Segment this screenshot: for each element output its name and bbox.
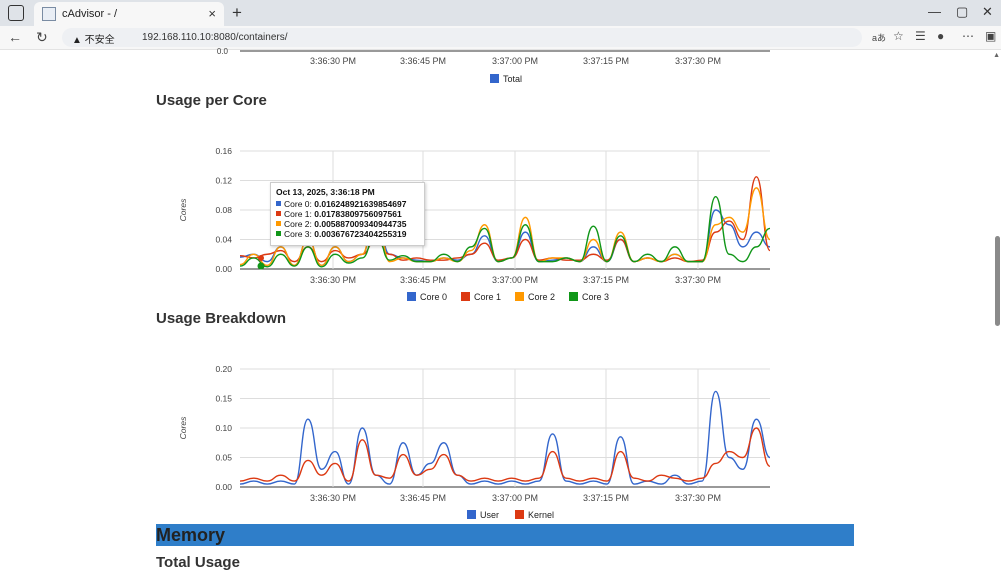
y-tick-label: 0.15 — [215, 394, 232, 404]
y-tick-label: 0.16 — [215, 146, 232, 156]
legend-swatch — [515, 292, 524, 301]
back-icon[interactable]: ← — [8, 29, 22, 45]
x-tick-label: 3:37:30 PM — [675, 56, 721, 66]
series-line-user — [239, 390, 771, 485]
favorite-star-icon[interactable]: ☆ — [893, 29, 904, 43]
legend-swatch — [467, 510, 476, 519]
chart-tooltip: Oct 13, 2025, 3:36:18 PM Core 0: 0.01624… — [270, 182, 425, 246]
legend-label-total[interactable]: Total — [503, 74, 522, 84]
legend-swatch — [407, 292, 416, 301]
y-tick-label: 0.10 — [215, 423, 232, 433]
y-tick-label: 0.00 — [215, 482, 232, 492]
hover-point-marker — [258, 255, 264, 261]
browser-tab-bar: cAdvisor - / × + — ▢ ✕ — [0, 0, 1001, 26]
refresh-icon[interactable]: ↻ — [36, 29, 48, 45]
y-axis-label: Cores — [178, 198, 188, 221]
y-tick-label: 0.12 — [215, 176, 232, 186]
usage-per-core-chart: 0.00 0.04 0.08 0.12 0.16 3:36:30 PM 3:36:45 PM… — [178, 146, 771, 302]
scroll-thumb[interactable] — [995, 236, 1000, 326]
y-axis-label: Cores — [178, 416, 188, 439]
close-window-icon[interactable]: ✕ — [982, 4, 993, 19]
y-tick-label: 0.04 — [215, 235, 232, 245]
memory-section-header: Memory — [156, 524, 854, 546]
x-tick-label: 3:36:30 PM — [310, 275, 356, 285]
url-text[interactable]: 192.168.110.10:8080/containers/ — [142, 32, 288, 43]
x-tick-label: 3:37:15 PM — [583, 275, 629, 285]
legend-swatch — [461, 292, 470, 301]
tab-actions-icon[interactable] — [8, 5, 24, 21]
tab-close-icon[interactable]: × — [208, 6, 216, 21]
profile-avatar-icon[interactable]: ● — [937, 29, 945, 43]
legend-label[interactable]: Core 1 — [474, 292, 501, 302]
y-tick-label: 0.0 — [217, 47, 229, 56]
x-tick-label: 3:36:45 PM — [400, 493, 446, 503]
legend-label[interactable]: Kernel — [528, 510, 554, 520]
x-tick-label: 3:36:30 PM — [310, 56, 356, 66]
tab-title: cAdvisor - / — [62, 8, 118, 20]
legend-swatch — [569, 292, 578, 301]
more-menu-icon[interactable]: ⋯ — [962, 29, 974, 43]
total-usage-title: Total Usage — [156, 554, 240, 571]
new-tab-button[interactable]: + — [232, 3, 242, 22]
x-tick-label: 3:37:15 PM — [583, 56, 629, 66]
favicon-icon — [42, 7, 56, 21]
memory-title: Memory — [156, 525, 226, 545]
legend-label[interactable]: User — [480, 510, 499, 520]
favorites-icon[interactable]: ☰ — [915, 29, 926, 43]
legend-swatch-total — [490, 74, 499, 83]
minimize-icon[interactable]: — — [928, 4, 941, 19]
x-tick-label: 3:36:30 PM — [310, 493, 356, 503]
x-tick-label: 3:37:30 PM — [675, 493, 721, 503]
tooltip-row-core1: Core 1: 0.01783809756097561 — [276, 209, 419, 219]
usage-breakdown-title: Usage Breakdown — [156, 310, 287, 327]
x-tick-label: 3:37:00 PM — [492, 493, 538, 503]
hover-point-marker — [257, 262, 265, 270]
x-tick-label: 3:37:00 PM — [492, 56, 538, 66]
tooltip-row-core0: Core 0: 0.016248921639854697 — [276, 199, 419, 209]
usage-per-core-title: Usage per Core — [156, 92, 267, 109]
tab-cadvisor[interactable]: cAdvisor - / × — [34, 2, 224, 26]
y-tick-label: 0.20 — [215, 364, 232, 374]
series-line-core-3 — [239, 196, 771, 268]
tooltip-row-core3: Core 3: 0.003676723404255319 — [276, 229, 419, 239]
x-tick-label: 3:37:00 PM — [492, 275, 538, 285]
legend-label[interactable]: Core 0 — [420, 292, 447, 302]
total-usage-chart: 0.0 Total 3:36:30 PM 3:36:45 PM 3:37:00 PM… — [217, 47, 770, 84]
read-aloud-icon[interactable]: aあ — [872, 33, 887, 43]
sidebar-icon[interactable]: ▣ — [985, 29, 997, 43]
y-tick-label: 0.05 — [215, 453, 232, 463]
address-bar-row: ← ↻ ▲ 不安全 192.168.110.10:8080/containers… — [0, 26, 1001, 50]
y-tick-label: 0.08 — [215, 205, 232, 215]
usage-breakdown-chart: 0.00 0.05 0.10 0.15 0.20 3:36:30 PM 3:36:45 PM… — [178, 364, 771, 520]
scroll-up-icon[interactable]: ▲ — [993, 52, 1000, 59]
legend-label[interactable]: Core 2 — [528, 292, 555, 302]
maximize-icon[interactable]: ▢ — [956, 4, 969, 19]
url-input[interactable]: ▲ 不安全 192.168.110.10:8080/containers/ — [62, 28, 862, 47]
y-tick-label: 0.00 — [215, 264, 232, 274]
series-line-kernel — [239, 427, 771, 482]
x-tick-label: 3:36:45 PM — [400, 56, 446, 66]
legend-label[interactable]: Core 3 — [582, 292, 609, 302]
tooltip-row-core2: Core 2: 0.005887009340944735 — [276, 219, 419, 229]
security-warning[interactable]: ▲ 不安全 — [72, 35, 115, 46]
x-tick-label: 3:37:30 PM — [675, 275, 721, 285]
tooltip-title: Oct 13, 2025, 3:36:18 PM — [276, 187, 375, 197]
legend-swatch — [515, 510, 524, 519]
x-tick-label: 3:37:15 PM — [583, 493, 629, 503]
x-tick-label: 3:36:45 PM — [400, 275, 446, 285]
